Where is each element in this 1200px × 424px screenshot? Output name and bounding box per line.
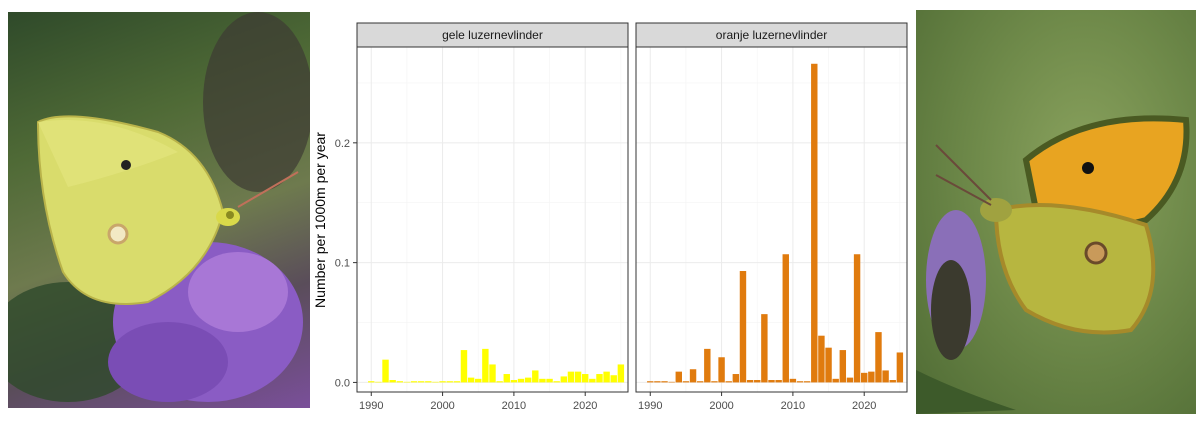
y-tick-label: 0.0 (335, 377, 350, 389)
bar-1999 (432, 381, 439, 383)
bar-2012 (803, 381, 811, 383)
bar-2005 (754, 380, 761, 383)
bar-2010 (510, 380, 518, 383)
facet-strip (356, 22, 629, 48)
bar-1993 (668, 381, 675, 383)
panel-border (356, 46, 629, 393)
y-tick-label: 0.2 (335, 138, 350, 150)
bar-2018 (846, 377, 854, 383)
bar-2002 (732, 374, 740, 383)
bar-1999 (711, 381, 718, 383)
bar-1990 (368, 381, 375, 383)
bar-2017 (839, 350, 847, 383)
bar-1994 (675, 371, 682, 383)
bar-2013 (811, 63, 818, 383)
bar-1990 (647, 381, 654, 383)
x-tick-label: 2010 (502, 400, 526, 412)
orange-butterfly-photo (916, 10, 1196, 414)
facet-strip (635, 22, 908, 48)
bar-1992 (661, 381, 668, 383)
bar-2008 (775, 380, 782, 383)
bar-2011 (796, 381, 804, 383)
x-tick-label: 2020 (852, 400, 876, 412)
bar-2024 (610, 375, 617, 383)
x-tick-label: 2000 (709, 400, 733, 412)
bar-2004 (746, 380, 754, 383)
bar-2000 (718, 357, 725, 383)
bar-2022 (596, 374, 603, 383)
bar-2022 (875, 332, 882, 383)
bar-2015 (825, 347, 832, 383)
bar-2016 (553, 381, 560, 383)
bar-2008 (496, 381, 503, 383)
bar-2009 (503, 374, 510, 383)
bar-1995 (403, 381, 411, 383)
orange-butterfly-illustration (916, 115, 1190, 414)
bar-2003 (739, 271, 747, 383)
x-tick-label: 1990 (359, 400, 383, 412)
x-tick-label: 2010 (781, 400, 805, 412)
bar-2012 (524, 377, 532, 383)
bar-2001 (725, 381, 732, 383)
facet-strip-label: oranje luzernevlinder (716, 28, 827, 42)
facet-panel-1: gele luzernevlinder 1990 2000 2010 2020 0.0 0.… (335, 22, 629, 412)
yellow-butterfly-photo (8, 12, 310, 408)
bar-2019 (574, 371, 582, 383)
bar-2002 (453, 381, 461, 383)
bar-2006 (482, 348, 489, 383)
bar-1997 (696, 381, 704, 383)
bar-2010 (789, 378, 797, 383)
bar-2014 (818, 335, 825, 383)
bar-2020 (861, 372, 868, 383)
bar-2014 (539, 378, 546, 383)
y-tick-label: 0.1 (335, 258, 350, 270)
bar-2016 (832, 378, 839, 383)
facet-strip-label: gele luzernevlinder (442, 28, 543, 42)
bar-1997 (417, 381, 425, 383)
bar-1991 (375, 381, 382, 383)
bar-2003 (460, 350, 468, 383)
panel-background (635, 46, 908, 393)
bar-1993 (389, 380, 396, 383)
bar-2007 (768, 380, 775, 383)
bar-1998 (704, 348, 711, 383)
bar-1992 (382, 359, 389, 383)
facet-panel-2: oranje luzernevlinder 1990 2000 2010 2020 (635, 22, 908, 412)
bar-2013 (532, 370, 539, 383)
bar-2011 (517, 378, 525, 383)
bar-2001 (446, 381, 453, 383)
bar-1995 (682, 381, 690, 383)
bar-2015 (546, 378, 553, 383)
bar-2019 (853, 254, 861, 383)
bar-2020 (582, 374, 589, 383)
bar-2009 (782, 254, 789, 383)
bar-1994 (396, 381, 403, 383)
x-tick-label: 2000 (430, 400, 454, 412)
bar-2023 (603, 371, 610, 383)
bar-1991 (654, 381, 661, 383)
x-tick-label: 2020 (573, 400, 597, 412)
panel-border (635, 46, 908, 393)
bar-2023 (882, 370, 889, 383)
bar-2021 (868, 371, 875, 383)
bar-2021 (589, 378, 596, 383)
yellow-butterfly-illustration (8, 12, 310, 402)
bar-2025 (617, 364, 625, 383)
x-tick-label: 1990 (638, 400, 662, 412)
bar-2007 (489, 364, 496, 383)
bar-2024 (889, 380, 896, 383)
bar-2017 (560, 376, 568, 383)
bar-2025 (896, 352, 904, 383)
bar-2004 (467, 377, 475, 383)
bar-2018 (567, 371, 575, 383)
bar-2006 (761, 314, 768, 383)
bar-1996 (689, 369, 697, 383)
panel-background (356, 46, 629, 393)
bar-1998 (425, 381, 432, 383)
bar-2005 (475, 378, 482, 383)
y-axis-title: Number per 1000m per year (312, 132, 328, 308)
bar-1996 (410, 381, 418, 383)
bar-2000 (439, 381, 446, 383)
